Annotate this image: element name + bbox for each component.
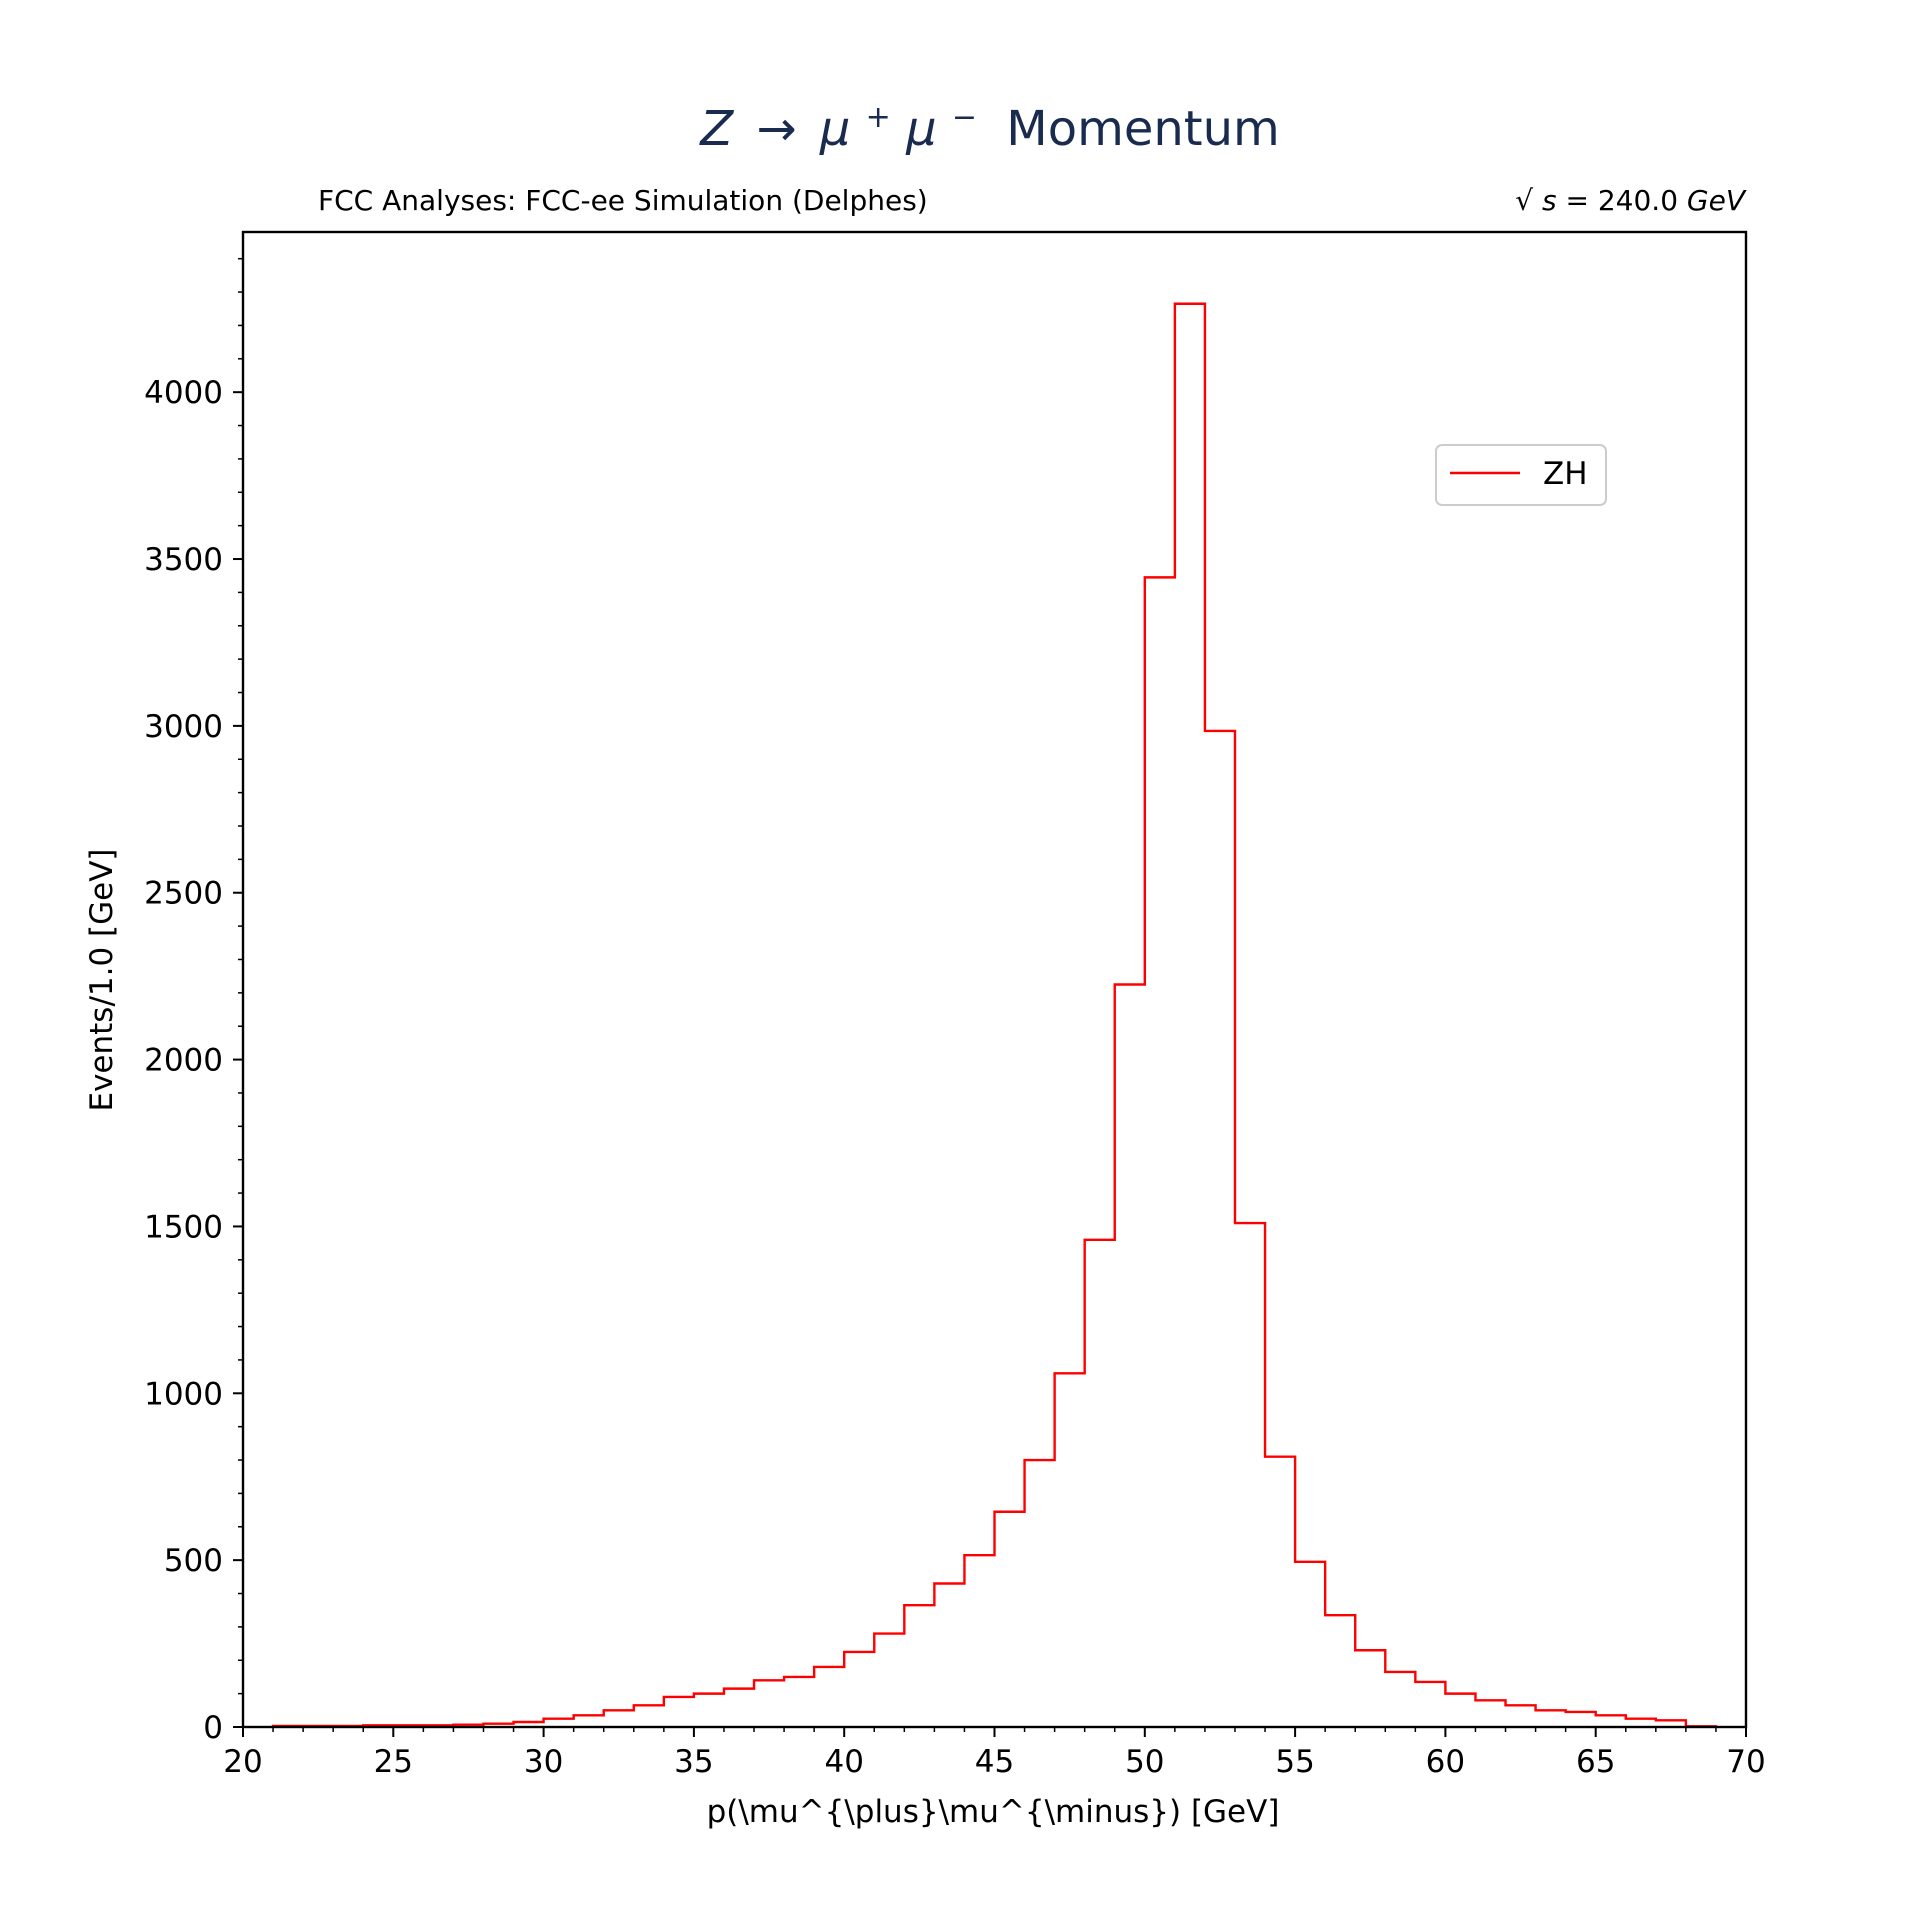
- x-tick-label: 40: [824, 1744, 863, 1780]
- histogram-bin: [1415, 1682, 1445, 1727]
- y-tick-label: 3000: [144, 709, 223, 745]
- subtitle-left: FCC Analyses: FCC-ee Simulation (Delphes…: [318, 184, 928, 217]
- x-tick-label: 35: [674, 1744, 713, 1780]
- histogram-bin: [1536, 1710, 1566, 1727]
- x-tick-label: 30: [524, 1744, 563, 1780]
- y-tick-label: 500: [164, 1543, 223, 1579]
- histogram-bin: [1385, 1672, 1415, 1727]
- histogram-bin: [995, 1512, 1025, 1727]
- y-tick-label: 4000: [144, 375, 223, 411]
- histogram-bin: [574, 1715, 604, 1727]
- y-tick-label: 2500: [144, 876, 223, 912]
- histogram-bin: [1055, 1373, 1085, 1727]
- histogram-bin: [1445, 1694, 1475, 1727]
- x-axis-label: p(\mu^{\plus}\mu^{\minus}) [GeV]: [707, 1794, 1280, 1830]
- histogram-bin: [934, 1584, 964, 1727]
- x-tick-label: 20: [223, 1744, 262, 1780]
- x-tick-label: 25: [374, 1744, 413, 1780]
- histogram-bin: [844, 1652, 874, 1727]
- histogram-bin: [814, 1667, 844, 1727]
- subtitle-right: √ s = 240.0 GeV: [1515, 184, 1747, 217]
- legend-label-zh: ZH: [1543, 456, 1588, 492]
- x-tick-label: 50: [1125, 1744, 1164, 1780]
- histogram-bin: [1115, 985, 1145, 1727]
- y-tick-label: 3500: [144, 542, 223, 578]
- histogram-bin: [724, 1689, 754, 1727]
- series-zh-step-line: [271, 302, 1718, 1728]
- histogram-bin: [784, 1677, 814, 1727]
- y-tick-label: 2000: [144, 1043, 223, 1079]
- x-tick-label: 45: [975, 1744, 1014, 1780]
- histogram-bin: [1175, 304, 1205, 1727]
- x-tick-label: 70: [1726, 1744, 1765, 1780]
- x-tick-label: 55: [1275, 1744, 1314, 1780]
- y-tick-label: 1000: [144, 1376, 223, 1412]
- x-tick-label: 65: [1576, 1744, 1615, 1780]
- histogram-bin: [1205, 731, 1235, 1727]
- histogram-bin: [544, 1719, 574, 1727]
- histogram-bin: [604, 1710, 634, 1727]
- plot-frame: [241, 230, 1748, 1729]
- legend-box: [1435, 444, 1607, 506]
- histogram-bin: [1475, 1700, 1505, 1727]
- histogram-bin: [1145, 577, 1175, 1727]
- histogram-bin: [634, 1705, 664, 1727]
- histogram-bin: [664, 1697, 694, 1727]
- legend: ZH: [1435, 444, 1607, 506]
- histogram-bin: [1355, 1650, 1385, 1727]
- chart-title: Z → μ + μ − Momentum: [698, 83, 1280, 157]
- histogram-bin: [694, 1694, 724, 1727]
- histogram-bin: [964, 1555, 994, 1727]
- series-layer: [271, 302, 1718, 1728]
- histogram-bin: [904, 1605, 934, 1727]
- histogram-bin: [1325, 1615, 1355, 1727]
- y-tick-label: 1500: [144, 1209, 223, 1245]
- histogram-bin: [754, 1680, 784, 1727]
- histogram-bin: [1506, 1705, 1536, 1727]
- histogram-bin: [1295, 1562, 1325, 1727]
- y-axis-label: Events/1.0 [GeV]: [84, 848, 120, 1111]
- histogram-bin: [1596, 1715, 1626, 1727]
- histogram-bin: [874, 1634, 904, 1727]
- histogram-bin: [1025, 1460, 1055, 1727]
- y-tick-label: 0: [203, 1710, 223, 1746]
- histogram-bin: [1265, 1457, 1295, 1727]
- histogram-bin: [1566, 1712, 1596, 1727]
- histogram-bin: [1626, 1719, 1656, 1727]
- histogram-bin: [1235, 1223, 1265, 1727]
- x-tick-label: 60: [1426, 1744, 1465, 1780]
- histogram-bin: [1085, 1240, 1115, 1727]
